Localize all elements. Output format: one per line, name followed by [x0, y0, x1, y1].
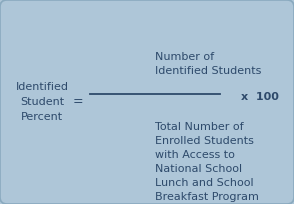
Text: =: = — [73, 95, 83, 109]
Text: Total Number of
Enrolled Students
with Access to
National School
Lunch and Schoo: Total Number of Enrolled Students with A… — [155, 122, 259, 202]
Text: x  100: x 100 — [241, 92, 279, 102]
Text: Identified
Student
Percent: Identified Student Percent — [16, 82, 69, 122]
Text: Number of
Identified Students: Number of Identified Students — [155, 52, 261, 76]
